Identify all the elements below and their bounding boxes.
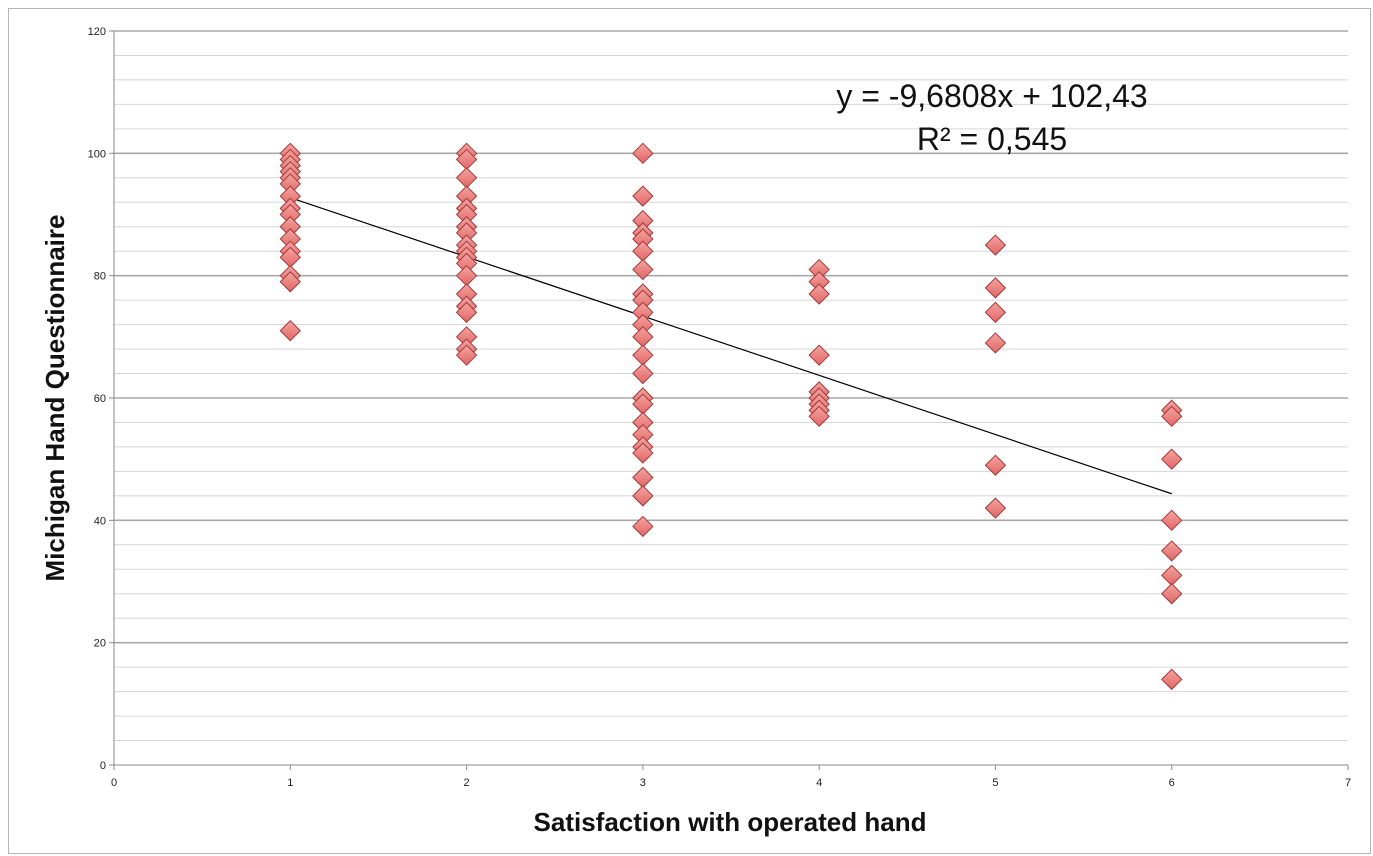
data-point xyxy=(632,466,654,489)
data-point xyxy=(808,405,830,428)
data-point xyxy=(455,264,478,287)
y-tick-label: 100 xyxy=(88,148,106,160)
x-tick-labels: 0 1 2 3 4 5 6 7 xyxy=(111,777,1351,789)
data-point xyxy=(984,301,1007,324)
data-point xyxy=(455,167,478,189)
data-point xyxy=(632,240,654,262)
data-point xyxy=(632,485,654,507)
data-point xyxy=(632,344,654,366)
x-tick-label: 0 xyxy=(111,777,117,789)
data-point xyxy=(632,185,654,207)
data-point xyxy=(984,497,1007,519)
data-point xyxy=(1161,448,1183,470)
data-point xyxy=(632,258,654,281)
data-point xyxy=(1161,405,1183,428)
y-tick-label: 80 xyxy=(94,271,106,283)
grid-lines xyxy=(114,30,1348,742)
data-point xyxy=(279,271,301,293)
y-tick-label: 40 xyxy=(94,515,106,527)
x-axis-title: Satisfaction with operated hand xyxy=(534,807,927,837)
trendline xyxy=(290,197,1172,495)
x-tick-label: 2 xyxy=(464,777,470,789)
data-point xyxy=(984,234,1007,256)
trendline-r2: R² = 0,545 xyxy=(917,121,1067,157)
x-tick-label: 1 xyxy=(287,777,293,789)
data-point xyxy=(984,332,1007,354)
x-tick-label: 6 xyxy=(1169,777,1175,789)
data-point xyxy=(632,142,654,165)
y-tick-labels: 0 20 40 60 80 100 120 xyxy=(88,26,106,772)
trendline-equation: y = -9,6808x + 102,43 xyxy=(836,78,1147,114)
data-point xyxy=(632,515,654,538)
data-point xyxy=(279,320,301,342)
y-axis-title: Michigan Hand Questionnaire xyxy=(40,215,70,582)
axes xyxy=(109,30,1349,770)
y-tick-label: 20 xyxy=(94,638,106,650)
data-points xyxy=(279,142,1183,691)
y-tick-label: 120 xyxy=(88,26,106,38)
y-tick-label: 60 xyxy=(94,393,106,405)
data-point xyxy=(632,326,654,348)
data-point xyxy=(1161,668,1183,691)
x-tick-label: 4 xyxy=(816,777,822,789)
data-point xyxy=(808,344,830,366)
data-point xyxy=(1161,540,1183,562)
y-tick-label: 0 xyxy=(100,760,106,772)
x-tick-label: 5 xyxy=(992,777,998,789)
data-point xyxy=(808,283,830,305)
data-point xyxy=(1161,564,1183,587)
data-point xyxy=(455,344,478,366)
data-point xyxy=(632,362,654,385)
x-tick-label: 3 xyxy=(640,777,646,789)
data-point xyxy=(1161,509,1183,532)
data-point xyxy=(455,301,478,324)
data-point xyxy=(1161,583,1183,605)
x-tick-label: 7 xyxy=(1345,777,1351,789)
data-point xyxy=(984,454,1007,476)
chart-frame xyxy=(8,8,1371,854)
data-point xyxy=(632,442,654,464)
data-point xyxy=(984,277,1007,299)
